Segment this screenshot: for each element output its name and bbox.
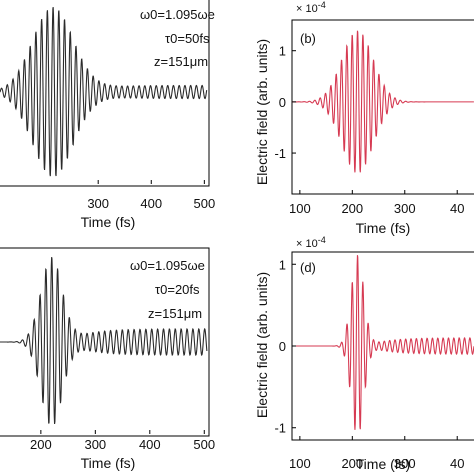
panel-b-frame [291,19,474,195]
ytick-label: -1 [274,146,286,161]
panel-b: × 10-4 (b) 1 0 -1 100 200 300 40 Electric fie… [254,0,474,236]
xtick-label: 300 [394,201,416,216]
panel-d-exponent: × 10-4 [296,235,326,250]
panel-d: × 10-4 (d) 1 0 -1 100 200 300 40 Electric fie… [254,235,474,472]
panel-b-yticks: 1 0 -1 [274,44,296,161]
panel-a-waveform [0,7,208,177]
ytick-label: 1 [279,44,286,59]
panel-c: ω0=1.095ωe τ0=20fs z=151μm 200 300 400 500 … [0,247,215,471]
xtick-label: 500 [193,196,215,211]
panel-b-waveform [292,30,474,173]
panel-c-xlabel: Time (fs) [81,455,136,471]
panel-d-ylabel: Electric field (arb. units) [254,272,270,418]
xtick-label: 300 [84,437,106,452]
ytick-label: 1 [279,257,286,272]
xtick-label: 400 [140,196,162,211]
xtick-label: 400 [139,437,161,452]
panel-b-tag: (b) [300,31,316,46]
panel-c-waveform [0,257,208,425]
ytick-label: -1 [274,421,286,436]
xtick-label: 40 [450,456,464,471]
panel-d-waveform [292,255,474,430]
xtick-label: 300 [87,196,109,211]
panel-c-frame [0,247,210,437]
panel-a-xlabel: Time (fs) [81,214,136,230]
xtick-label: 100 [289,201,311,216]
panel-d-yticks: 1 0 -1 [274,257,296,436]
panel-d-xlabel: Time (fs) [356,456,411,472]
panel-d-xticks: 100 200 300 40 [289,436,464,471]
xtick-label: 500 [193,437,215,452]
panel-a-frame [0,0,210,187]
panel-c-z-label: z=151μm [148,306,202,321]
xtick-label: 200 [30,437,52,452]
panel-a-tau-label: τ0=50fs [165,31,210,46]
panel-c-xticks: 200 300 400 500 [30,430,215,452]
xtick-label: 40 [450,201,464,216]
panel-b-xticks: 100 200 300 40 [289,190,464,216]
panel-d-tag: (d) [300,260,316,275]
panel-b-xlabel: Time (fs) [356,220,411,236]
panel-a: ω0=1.095ωe τ0=50fs z=151μm 300 400 500 Tim… [0,0,215,230]
xtick-label: 200 [341,456,363,471]
panel-a-omega-label: ω0=1.095ωe [140,7,215,22]
panel-b-exponent: × 10-4 [296,0,326,15]
panel-a-z-label: z=151μm [154,54,208,69]
xtick-label: 300 [394,456,416,471]
ytick-label: 0 [279,95,286,110]
panel-c-tau-label: τ0=20fs [155,282,200,297]
xtick-label: 100 [289,456,311,471]
panel-b-ylabel: Electric field (arb. units) [254,39,270,185]
ytick-label: 0 [279,339,286,354]
panel-c-omega-label: ω0=1.095ωe [130,258,205,273]
xtick-label: 200 [341,201,363,216]
panel-a-xticks: 300 400 500 [87,180,215,211]
